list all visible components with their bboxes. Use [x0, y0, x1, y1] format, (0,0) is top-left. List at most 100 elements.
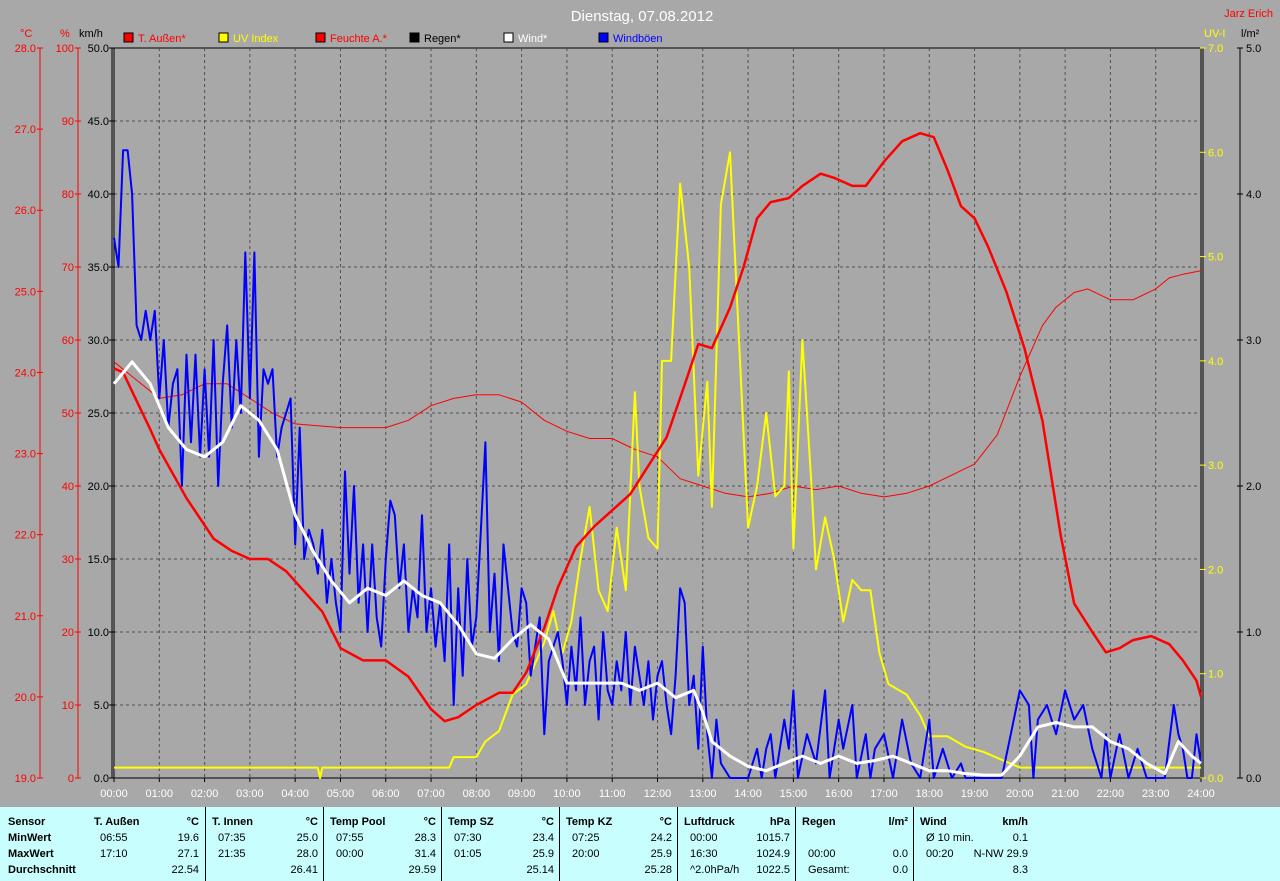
legend-label: T. Außen*: [138, 33, 186, 45]
wind-unit-label: km/h: [79, 28, 103, 40]
stats-avg-value: 0.0: [892, 864, 908, 876]
hum-axis-tick-label: 100: [56, 43, 74, 55]
legend-label: Windböen: [613, 33, 663, 45]
rain-axis-tick-label: 1.0: [1246, 627, 1261, 639]
uv-axis-tick-label: 0.0: [1208, 773, 1223, 785]
stats-min-time: 07:35: [218, 832, 246, 844]
stats-avg-time: Gesamt:: [808, 864, 850, 876]
time-tick-label: 05:00: [327, 788, 355, 800]
stats-header-unit: °C: [659, 816, 672, 828]
hum-axis-tick-label: 50: [62, 408, 74, 420]
wind-axis-tick-label: 30.0: [88, 335, 109, 347]
stats-min-time: 07:30: [454, 832, 482, 844]
stats-avg-value: 1022.5: [756, 864, 790, 876]
stats-max-time: 00:20: [926, 848, 954, 860]
uv-axis-tick-label: 3.0: [1208, 460, 1223, 472]
rain-axis-tick-label: 4.0: [1246, 189, 1261, 201]
rain-unit-label: l/m²: [1241, 28, 1260, 40]
time-tick-label: 21:00: [1051, 788, 1079, 800]
time-tick-label: 17:00: [870, 788, 898, 800]
stats-header-name: T. Innen: [212, 816, 253, 828]
stats-max-time: 21:35: [218, 848, 246, 860]
stats-header-unit: °C: [186, 816, 199, 828]
rain-axis-tick-label: 5.0: [1246, 43, 1261, 55]
chart-series: [112, 131, 1203, 779]
stats-max-value: 25.9: [532, 848, 554, 860]
time-tick-label: 08:00: [463, 788, 491, 800]
stats-header-unit: °C: [305, 816, 318, 828]
time-tick-label: 01:00: [146, 788, 174, 800]
wind-axis-tick-label: 15.0: [88, 554, 109, 566]
hum-axis-tick-label: 60: [62, 335, 74, 347]
stats-avg-value: 8.3: [1012, 864, 1028, 876]
wind-axis-tick-label: 45.0: [88, 116, 109, 128]
stats-max-time: 01:05: [454, 848, 482, 860]
stats-max-time: 00:00: [336, 848, 364, 860]
stats-header-name: Temp Pool: [330, 816, 386, 828]
stats-min-time: 00:00: [690, 832, 718, 844]
uv-axis-tick-label: 7.0: [1208, 43, 1223, 55]
chart-title: Dienstag, 07.08.2012: [571, 8, 714, 25]
stats-max-value: 0.0: [892, 848, 908, 860]
wind-axis-tick-label: 0.0: [94, 773, 109, 785]
hum-axis-tick-label: 80: [62, 189, 74, 201]
temp-axis-tick-label: 26.0: [15, 205, 36, 217]
stats-max-time: 16:30: [690, 848, 718, 860]
uv-axis-tick-label: 6.0: [1208, 147, 1223, 159]
weather-chart: Dienstag, 07.08.2012 Jarz Erich T. Außen…: [15, 8, 1273, 800]
legend-swatch: [503, 32, 514, 43]
time-tick-label: 22:00: [1097, 788, 1125, 800]
rain-axis-tick-label: 2.0: [1246, 481, 1261, 493]
series-line-wind: [112, 360, 1202, 777]
stats-header-unit: l/m²: [888, 816, 908, 828]
uv-axis-tick-label: 4.0: [1208, 356, 1223, 368]
time-tick-label: 09:00: [508, 788, 536, 800]
time-tick-label: 20:00: [1006, 788, 1034, 800]
stats-max-time: 00:00: [808, 848, 836, 860]
wind-axis-tick-label: 25.0: [88, 408, 109, 420]
row-labels-column: Sensor MinWert MaxWert Durchschnitt: [0, 807, 88, 881]
time-tick-label: 07:00: [417, 788, 445, 800]
legend-label: Regen*: [424, 33, 461, 45]
stats-min-value: 24.2: [650, 832, 672, 844]
stats-header-unit: hPa: [769, 816, 790, 828]
legend-swatch: [218, 32, 229, 43]
time-tick-label: 00:00: [100, 788, 128, 800]
wind-axis-tick-label: 50.0: [88, 43, 109, 55]
stats-avg-value: 26.41: [290, 864, 318, 876]
time-tick-label: 23:00: [1142, 788, 1170, 800]
time-tick-label: 24:00: [1187, 788, 1215, 800]
series-line-windböen: [113, 149, 1202, 779]
stats-column-t-innen: T. Innen °C 07:35 25.0 21:35 28.0 26.41: [205, 807, 324, 881]
time-tick-label: 11:00: [599, 788, 626, 800]
stats-min-time: 07:25: [572, 832, 600, 844]
uv-axis-tick-label: 2.0: [1208, 564, 1223, 576]
stats-min-value: 19.6: [177, 832, 199, 844]
time-tick-label: 13:00: [689, 788, 717, 800]
hum-axis-tick-label: 10: [62, 700, 74, 712]
wind-axis-tick-label: 35.0: [88, 262, 109, 274]
temp-axis-tick-label: 19.0: [15, 773, 36, 785]
hum-unit-label: %: [60, 28, 70, 40]
hum-axis-tick-label: 90: [62, 116, 74, 128]
stats-avg-value: 22.54: [171, 864, 199, 876]
stats-max-value: 31.4: [414, 848, 436, 860]
time-tick-label: 16:00: [825, 788, 853, 800]
row-label-avg: Durchschnitt: [8, 864, 76, 876]
time-tick-label: 18:00: [915, 788, 943, 800]
author-label: Jarz Erich: [1224, 8, 1273, 20]
stats-max-value: 25.9: [650, 848, 672, 860]
chart-grid: [113, 47, 1202, 779]
legend-label: UV Index: [233, 33, 279, 45]
legend-swatch: [598, 32, 609, 43]
stats-min-time: 06:55: [100, 832, 128, 844]
statistics-panel: Sensor MinWert MaxWert Durchschnitt T. A…: [0, 807, 1280, 881]
stats-header-name: Temp KZ: [566, 816, 613, 828]
time-tick-label: 02:00: [191, 788, 219, 800]
temp-axis-tick-label: 20.0: [15, 692, 36, 704]
stats-header-name: T. Außen: [94, 816, 140, 828]
row-label-sensor: Sensor: [8, 816, 46, 828]
wind-axis-tick-label: 40.0: [88, 189, 109, 201]
stats-max-time: 17:10: [100, 848, 128, 860]
time-tick-label: 14:00: [734, 788, 762, 800]
